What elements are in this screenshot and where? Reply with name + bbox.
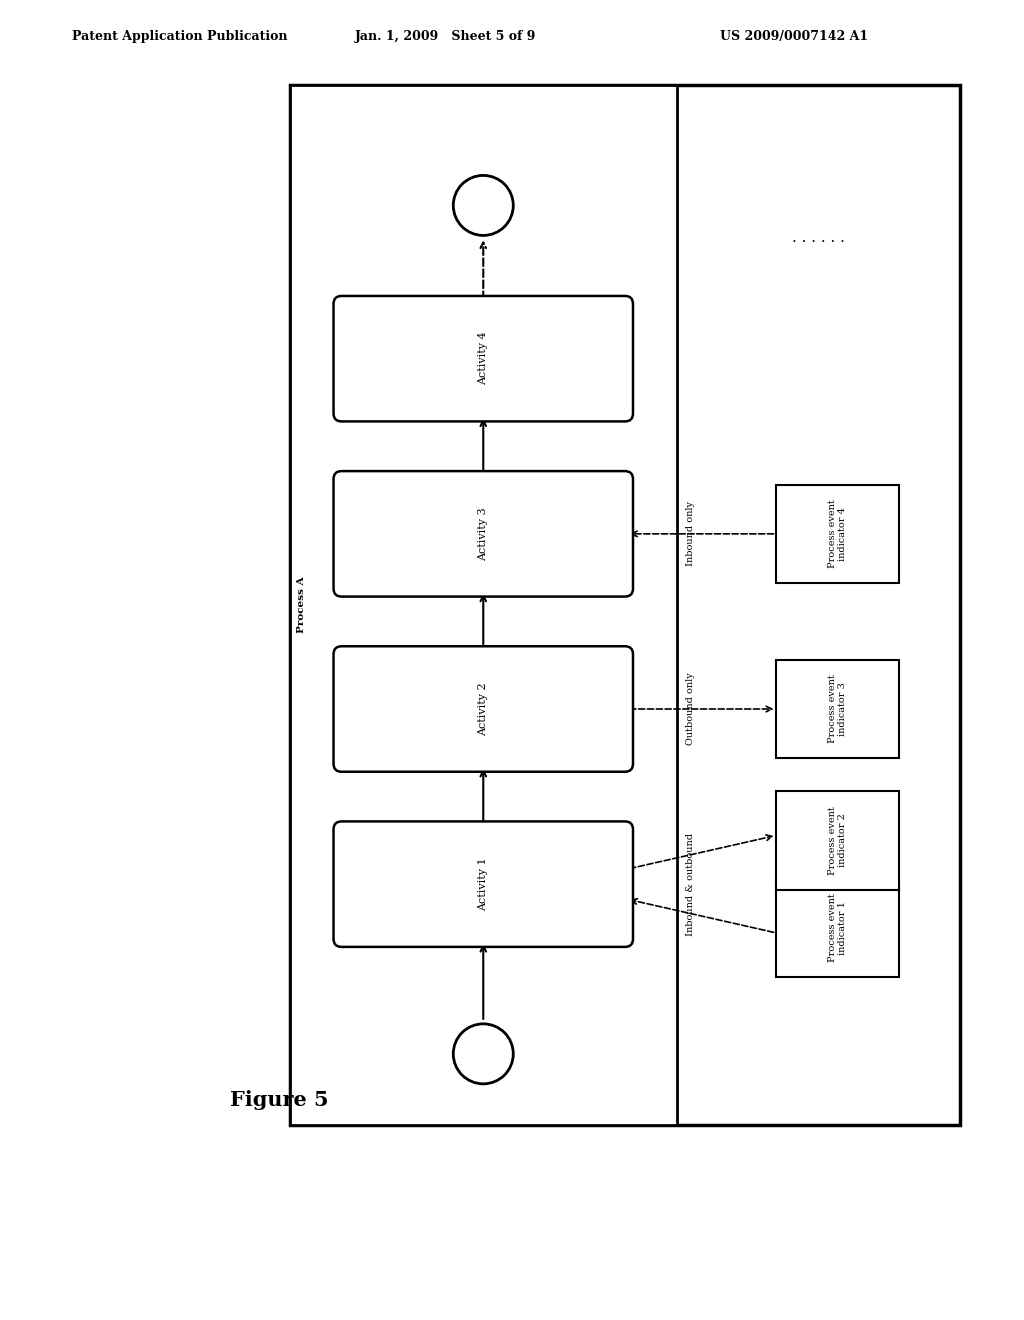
Text: Outbound only: Outbound only	[686, 673, 695, 746]
FancyBboxPatch shape	[776, 791, 899, 890]
Text: Inbound & outbound: Inbound & outbound	[686, 833, 695, 936]
Circle shape	[454, 176, 513, 235]
Text: US 2009/0007142 A1: US 2009/0007142 A1	[720, 30, 868, 44]
FancyBboxPatch shape	[334, 821, 633, 946]
Text: Activity 4: Activity 4	[478, 331, 488, 385]
Text: Process event
indicator 2: Process event indicator 2	[827, 807, 847, 875]
Text: Figure 5: Figure 5	[230, 1090, 329, 1110]
FancyBboxPatch shape	[776, 660, 899, 758]
FancyBboxPatch shape	[334, 296, 633, 421]
Text: Patent Application Publication: Patent Application Publication	[72, 30, 288, 44]
Text: Process A: Process A	[298, 577, 306, 634]
Text: Jan. 1, 2009   Sheet 5 of 9: Jan. 1, 2009 Sheet 5 of 9	[355, 30, 537, 44]
Circle shape	[454, 1024, 513, 1084]
Text: Inbound only: Inbound only	[686, 502, 695, 566]
FancyBboxPatch shape	[290, 84, 677, 1125]
Text: Process event
indicator 4: Process event indicator 4	[827, 499, 847, 568]
Text: Activity 1: Activity 1	[478, 858, 488, 911]
Text: . . . . . .: . . . . . .	[792, 231, 845, 246]
Text: Activity 3: Activity 3	[478, 507, 488, 561]
Text: Activity 2: Activity 2	[478, 682, 488, 735]
FancyBboxPatch shape	[334, 471, 633, 597]
FancyBboxPatch shape	[776, 879, 899, 977]
FancyBboxPatch shape	[290, 84, 961, 1125]
FancyBboxPatch shape	[776, 484, 899, 583]
FancyBboxPatch shape	[334, 647, 633, 772]
Text: Process event
indicator 1: Process event indicator 1	[827, 894, 847, 962]
Text: Process event
indicator 3: Process event indicator 3	[827, 675, 847, 743]
